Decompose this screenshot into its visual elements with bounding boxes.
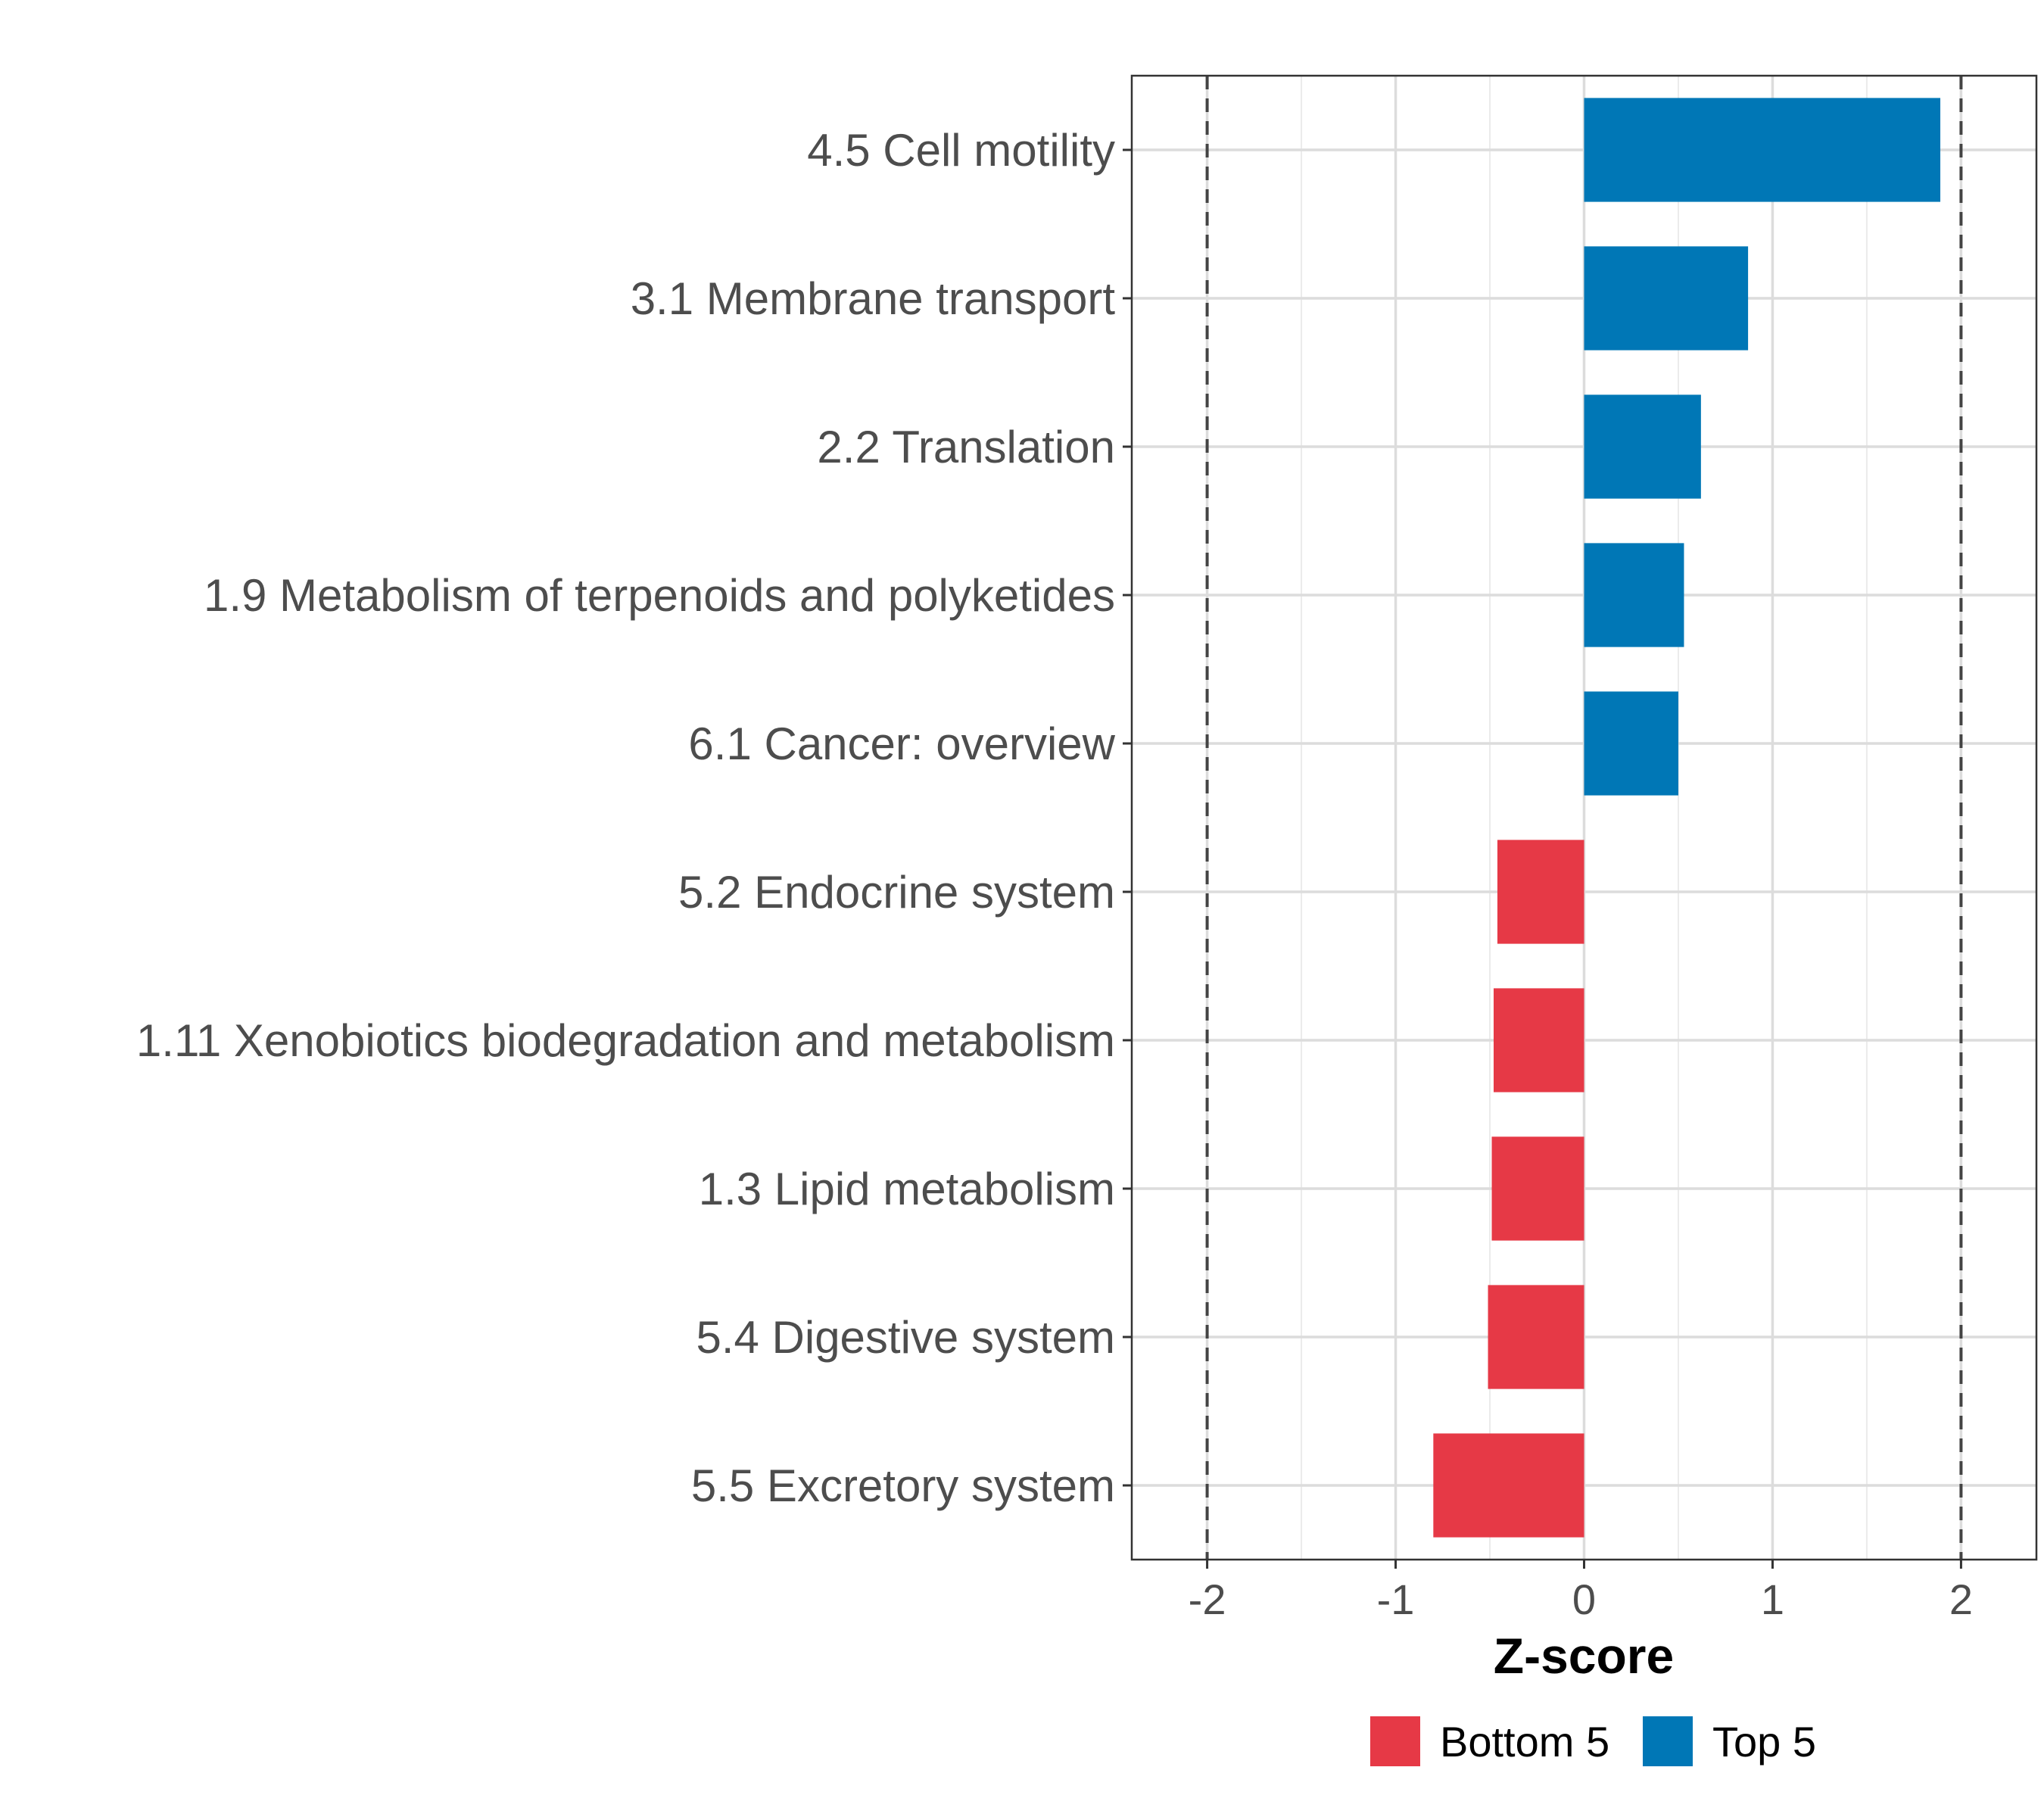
x-axis-title: Z-score	[1494, 1628, 1674, 1684]
x-tick-label: 0	[1572, 1575, 1596, 1623]
y-tick-label: 2.2 Translation	[817, 422, 1115, 472]
y-tick-label: 4.5 Cell motility	[807, 125, 1115, 176]
y-tick-label: 5.4 Digestive system	[696, 1312, 1115, 1363]
y-axis: 4.5 Cell motility 3.1 Membrane transport 2…	[136, 125, 1132, 1511]
y-tick-label: 5.5 Excretory system	[691, 1460, 1115, 1511]
bar	[1584, 98, 1941, 202]
bar	[1494, 988, 1584, 1092]
y-tick-label: 3.1 Membrane transport	[631, 273, 1116, 324]
bar	[1488, 1285, 1584, 1389]
legend-label: Top 5	[1712, 1718, 1816, 1766]
bar	[1584, 691, 1678, 796]
x-tick-label: -1	[1377, 1575, 1415, 1623]
x-axis: -2 -1 0 1 2	[1189, 1560, 1973, 1623]
legend-swatch	[1370, 1716, 1420, 1766]
bar	[1584, 246, 1749, 351]
y-tick-label: 1.9 Metabolism of terpenoids and polyket…	[204, 570, 1115, 621]
y-tick-label: 1.11 Xenobiotics biodegradation and meta…	[136, 1015, 1115, 1066]
legend: Bottom 5 Top 5	[1370, 1716, 1816, 1766]
y-tick-label: 5.2 Endocrine system	[678, 867, 1115, 918]
y-tick-label: 1.3 Lipid metabolism	[699, 1164, 1115, 1214]
bar	[1491, 1136, 1584, 1241]
bar	[1497, 840, 1584, 944]
bar	[1584, 543, 1684, 647]
reference-lines	[1205, 76, 1963, 1560]
legend-label: Bottom 5	[1440, 1718, 1609, 1766]
bar	[1584, 394, 1701, 499]
y-tick-label: 6.1 Cancer: overview	[688, 718, 1115, 769]
bars	[1433, 98, 1941, 1538]
x-tick-label: -2	[1189, 1575, 1226, 1623]
x-tick-label: 1	[1761, 1575, 1784, 1623]
x-tick-label: 2	[1949, 1575, 1973, 1623]
legend-swatch	[1643, 1716, 1693, 1766]
bar	[1433, 1433, 1584, 1538]
